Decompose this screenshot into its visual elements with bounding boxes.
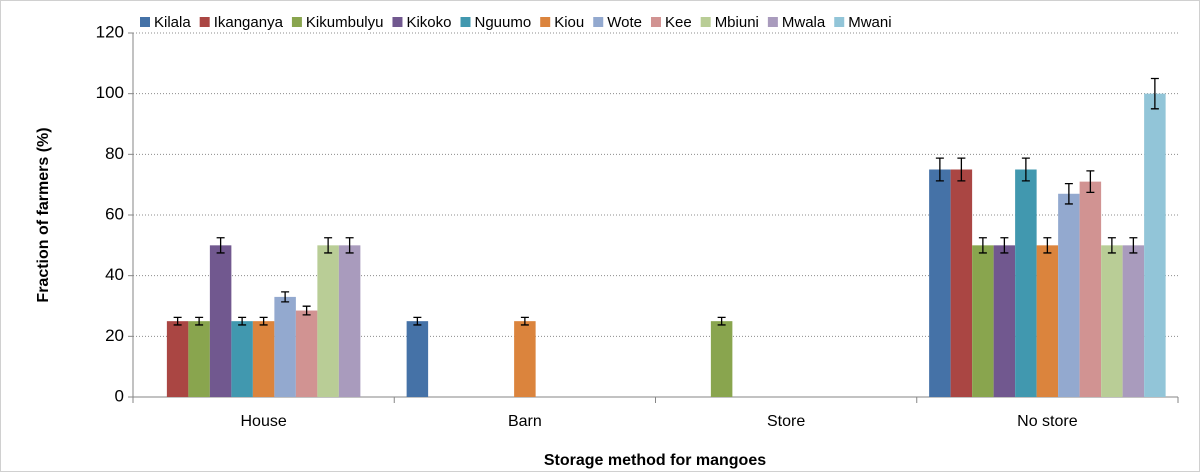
error-bar <box>1086 170 1095 194</box>
legend-swatch <box>140 17 150 27</box>
bar <box>252 321 275 397</box>
legend-swatch <box>650 17 661 27</box>
legend-swatch <box>700 17 711 27</box>
error-bar <box>717 316 726 326</box>
x-tick-label: House <box>241 413 287 430</box>
x-axis-title: Storage method for mangoes <box>544 452 766 469</box>
error-bar <box>345 237 354 254</box>
error-bar <box>413 316 422 326</box>
bar <box>972 245 994 397</box>
y-tick-label: 0 <box>115 386 124 405</box>
error-bar <box>302 305 311 316</box>
legend-label: Kilala <box>154 14 191 31</box>
legend-label: Ikanganya <box>214 14 284 31</box>
bar <box>188 321 210 397</box>
y-tick-label: 20 <box>105 326 124 345</box>
bar <box>1122 245 1145 397</box>
legend-swatch <box>392 17 403 27</box>
x-tick-label: No store <box>1017 413 1078 430</box>
bar <box>317 245 339 397</box>
error-bar <box>1150 77 1159 110</box>
error-bar <box>1064 182 1073 205</box>
bar <box>406 321 429 397</box>
error-bar <box>957 157 966 182</box>
bar <box>993 245 1016 397</box>
legend-swatch <box>291 17 302 27</box>
bar <box>1058 193 1080 397</box>
error-bar <box>195 316 204 326</box>
error-bar <box>238 316 247 326</box>
legend-label: Wote <box>607 14 642 31</box>
error-bar <box>281 291 290 303</box>
legend-swatch <box>540 17 551 27</box>
y-tick-label: 80 <box>105 144 124 163</box>
error-bar <box>935 157 944 182</box>
legend-label: Kikumbulyu <box>306 14 384 31</box>
error-bar <box>324 237 333 254</box>
x-tick-label: Barn <box>508 413 542 430</box>
bar <box>209 245 232 397</box>
legend-label: Kikoko <box>406 14 451 31</box>
legend-label: Kiou <box>554 14 584 31</box>
error-bar <box>259 316 268 326</box>
legend-swatch <box>460 17 471 27</box>
legend-label: Mwani <box>848 14 891 31</box>
error-bar <box>1043 237 1052 254</box>
legend-swatch <box>593 17 604 27</box>
legend-label: Mwala <box>782 14 826 31</box>
y-axis-title: Fraction of farmers (%) <box>35 127 52 302</box>
y-tick-label: 40 <box>105 265 124 284</box>
bar <box>514 321 536 397</box>
legend-swatch <box>834 17 845 27</box>
bar <box>710 321 733 397</box>
y-tick-label: 120 <box>96 22 124 41</box>
error-bar <box>173 316 182 326</box>
bar <box>274 296 296 397</box>
error-bar <box>520 316 529 326</box>
error-bar <box>1107 237 1116 254</box>
error-bar <box>1021 157 1030 182</box>
bar <box>1036 245 1059 397</box>
bar <box>1079 181 1102 397</box>
bar <box>1101 245 1123 397</box>
legend-swatch <box>767 17 778 27</box>
legend-label: Mbiuni <box>715 14 759 31</box>
error-bar <box>216 237 225 254</box>
y-tick-label: 100 <box>96 83 124 102</box>
bar <box>166 321 189 397</box>
bar <box>338 245 361 397</box>
legend-swatch <box>199 17 210 27</box>
bar <box>1015 169 1037 397</box>
bar <box>295 310 318 397</box>
bar <box>929 169 951 397</box>
bar <box>1144 93 1166 398</box>
x-tick-label: Store <box>767 413 805 430</box>
bar <box>231 321 253 397</box>
error-bar <box>1000 237 1009 254</box>
y-tick-label: 60 <box>105 204 124 223</box>
bar <box>950 169 973 397</box>
error-bar <box>1129 237 1138 254</box>
error-bar <box>978 237 987 254</box>
legend-label: Kee <box>665 14 692 31</box>
legend-label: Nguumo <box>475 14 532 31</box>
